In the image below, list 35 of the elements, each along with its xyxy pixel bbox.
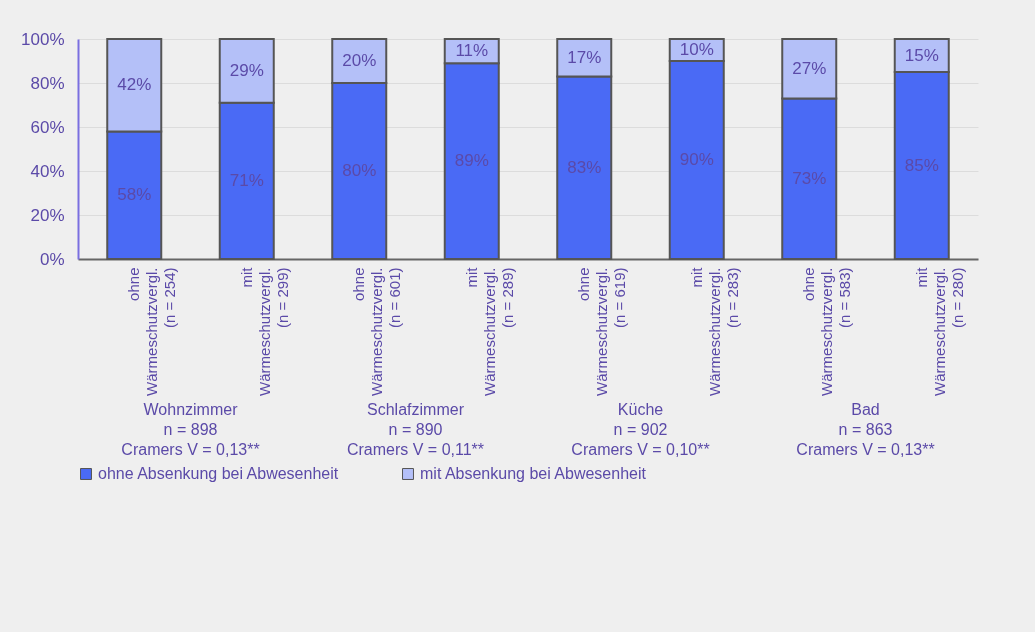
x-tick-label: ohne Wärmeschutzvergl. (n = 601) (350, 267, 404, 396)
y-tick-label: 60% (30, 117, 65, 137)
data-label: 29% (229, 60, 264, 80)
x-tick-label: mit Wärmeschutzvergl. (n = 283) (687, 266, 741, 396)
x-tick-label: mit Wärmeschutzvergl. (n = 280) (912, 266, 966, 396)
x-tick-label: ohne Wärmeschutzvergl. (n = 254) (125, 267, 179, 396)
data-label: 15% (904, 45, 939, 65)
data-label: 89% (454, 151, 489, 171)
y-tick-label: 80% (30, 73, 65, 93)
text: Bad n = 863 Cramers V = 0,13** (796, 401, 935, 458)
x-tick-label: mit Wärmeschutzvergl. (n = 299) (237, 266, 291, 396)
data-label: 85% (904, 155, 939, 175)
legend-label: mit Absenkung bei Abwesenheit (420, 465, 647, 482)
y-tick-label: 0% (39, 249, 65, 269)
data-label: 27% (792, 58, 827, 78)
data-label: 71% (229, 170, 264, 190)
data-label: 11% (455, 41, 489, 61)
legend-label: ohne Absenkung bei Abwesenheit (98, 465, 339, 482)
y-tick-label: 40% (30, 161, 65, 181)
data-label: 58% (117, 185, 152, 205)
data-label: 80% (342, 161, 377, 180)
x-tick-label: ohne Wärmeschutzvergl. (n = 583) (800, 267, 854, 396)
x-tick-label: ohne Wärmeschutzvergl. (n = 619) (575, 267, 629, 396)
data-label: 83% (567, 157, 602, 177)
data-label: 90% (679, 150, 714, 169)
x-tick-label: mit Wärmeschutzvergl. (n = 289) (462, 266, 516, 396)
y-tick-label: 20% (30, 205, 65, 225)
data-label: 10% (679, 40, 714, 59)
data-label: 42% (117, 75, 152, 95)
y-tick-label: 100% (21, 29, 65, 49)
data-label: 73% (792, 168, 827, 188)
text: Wohnzimmer n = 898 Cramers V = 0,13** (121, 401, 260, 458)
data-label: 20% (342, 51, 377, 70)
text: Küche n = 902 Cramers V = 0,10** (571, 401, 710, 458)
data-label: 17% (567, 47, 602, 67)
